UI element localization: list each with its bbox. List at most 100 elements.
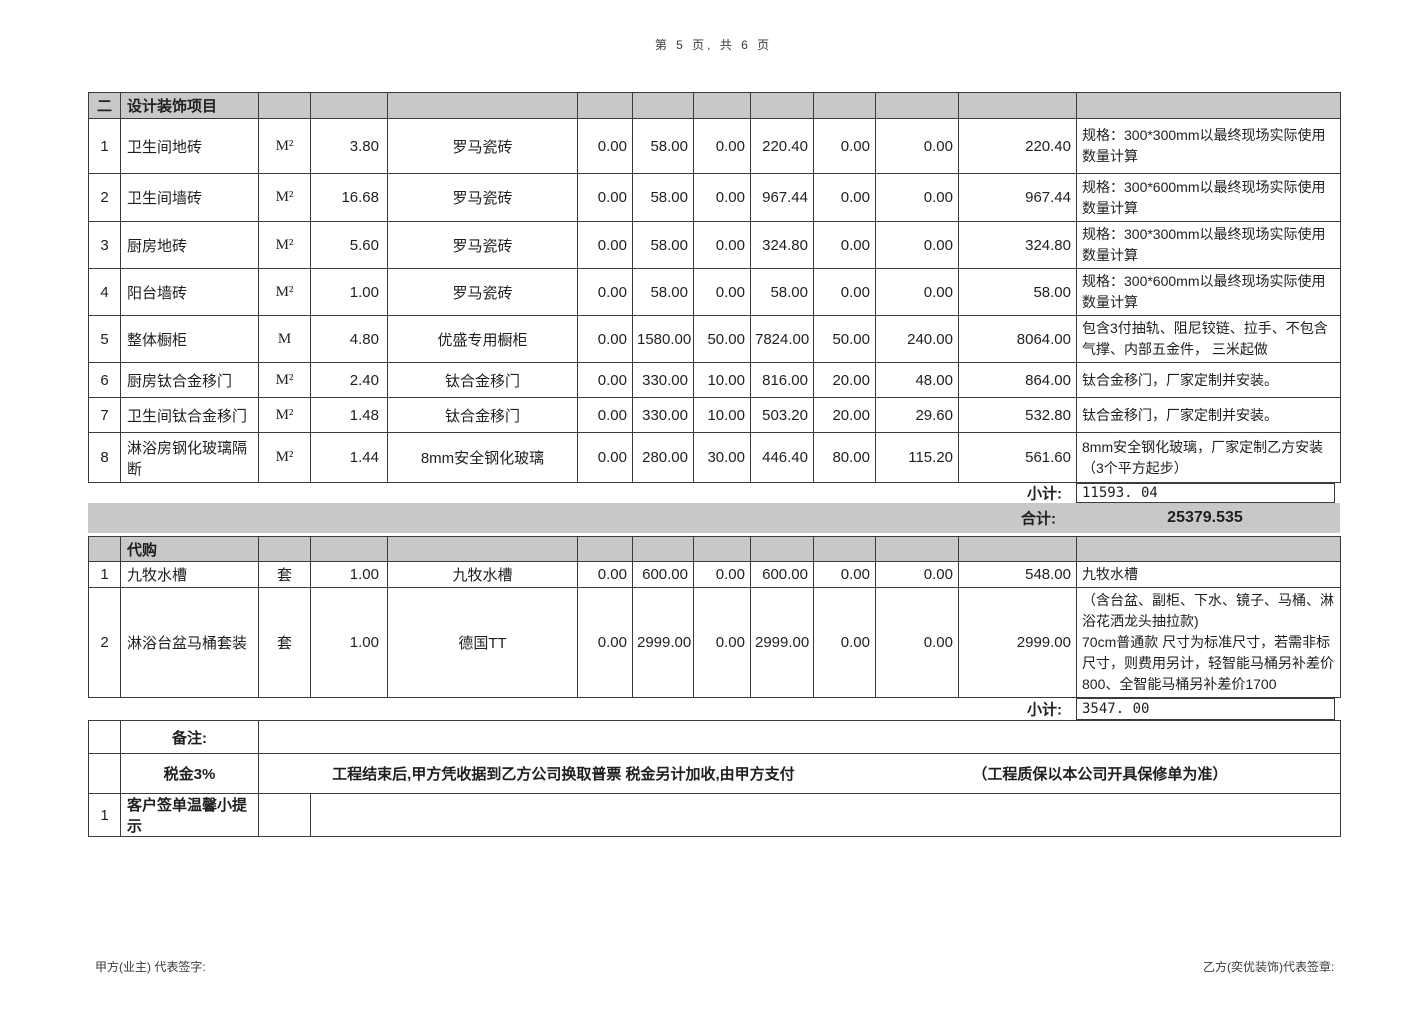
unit-cell: M² — [258, 362, 311, 398]
table-cell — [1076, 536, 1341, 562]
remark-cell: 包含3付抽轨、阻尼铰链、拉手、不包含气撑、内部五金件， 三米起做 — [1076, 315, 1341, 363]
table-cell — [693, 536, 751, 562]
brand-cell: 罗马瓷砖 — [387, 118, 578, 174]
item-name-cell: 阳台墙砖 — [120, 268, 259, 316]
price-cell: 0.00 — [813, 268, 876, 316]
tax-label-cell: 税金3% — [120, 753, 259, 794]
section1-header-row: 二 设计装饰项目 — [88, 92, 1341, 119]
price-cell: 967.44 — [750, 173, 814, 222]
price-cell: 20.00 — [813, 362, 876, 398]
tax-text-main: 工程结束后,甲方凭收据到乙方公司换取普票 税金另计加收,由甲方支付 — [332, 766, 795, 783]
remark-cell: （含台盆、副柜、下水、镜子、马桶、淋浴花洒龙头抽拉款) 70cm普通款 尺寸为标… — [1076, 587, 1341, 698]
price-cell: 220.40 — [750, 118, 814, 174]
price-cell: 0.00 — [875, 118, 959, 174]
unit-cell: 套 — [258, 561, 311, 588]
amount-cell: 58.00 — [958, 268, 1077, 316]
item-name-cell: 淋浴房钢化玻璃隔断 — [120, 432, 259, 483]
unit-cell: M² — [258, 173, 311, 222]
price-cell: 240.00 — [875, 315, 959, 363]
price-cell: 0.00 — [577, 268, 633, 316]
row-no-cell: 1 — [88, 118, 121, 174]
table-cell — [387, 92, 578, 119]
price-cell: 0.00 — [875, 561, 959, 588]
price-cell: 0.00 — [693, 173, 751, 222]
tax-row: 税金3% 工程结束后,甲方凭收据到乙方公司换取普票 税金另计加收,由甲方支付 （… — [88, 753, 1341, 794]
price-cell: 0.00 — [577, 221, 633, 269]
price-cell: 816.00 — [750, 362, 814, 398]
unit-cell: 套 — [258, 587, 311, 698]
row-no-cell: 2 — [88, 173, 121, 222]
table-cell — [310, 92, 388, 119]
notes-table: 备注: 税金3% 工程结束后,甲方凭收据到乙方公司换取普票 税金另计加收,由甲方… — [88, 720, 1341, 837]
quotation-table: 二 设计装饰项目 1 卫生间地砖 M² 3.80 罗马瓷砖 0.00 58.00… — [88, 92, 1341, 837]
table-cell — [875, 92, 959, 119]
price-cell: 2999.00 — [750, 587, 814, 698]
brand-cell: 德国TT — [387, 587, 578, 698]
table-cell — [88, 536, 121, 562]
price-cell: 58.00 — [632, 118, 694, 174]
subtotal-value-box: 11593. 04 — [1076, 483, 1335, 503]
table-cell — [632, 92, 694, 119]
brand-cell: 8mm安全钢化玻璃 — [387, 432, 578, 483]
row-no-cell: 7 — [88, 397, 121, 433]
item-name-cell: 卫生间钛合金移门 — [120, 397, 259, 433]
qty-cell: 16.68 — [310, 173, 388, 222]
qty-cell: 1.44 — [310, 432, 388, 483]
price-cell: 58.00 — [632, 173, 694, 222]
party-b-signature-label: 乙方(奕优装饰)代表签章: — [1203, 960, 1335, 974]
brand-cell: 罗马瓷砖 — [387, 173, 578, 222]
price-cell: 0.00 — [577, 432, 633, 483]
price-cell: 0.00 — [693, 118, 751, 174]
qty-cell: 1.00 — [310, 587, 388, 698]
price-cell: 58.00 — [632, 221, 694, 269]
page-number-header: 第 5 页, 共 6 页 — [654, 38, 773, 52]
unit-cell: M² — [258, 221, 311, 269]
table-cell — [258, 793, 311, 837]
amount-cell: 548.00 — [958, 561, 1077, 588]
table-cell — [310, 793, 1341, 837]
table-cell — [813, 536, 876, 562]
price-cell: 600.00 — [632, 561, 694, 588]
table-row: 1 九牧水槽 套 1.00 九牧水槽 0.00 600.00 0.00 600.… — [88, 561, 1341, 588]
price-cell: 503.20 — [750, 397, 814, 433]
remark-cell: 8mm安全钢化玻璃，厂家定制乙方安装（3个平方起步） — [1076, 432, 1341, 483]
tips-row: 1 客户签单温馨小提示 — [88, 793, 1341, 837]
price-cell: 0.00 — [875, 221, 959, 269]
price-cell: 58.00 — [750, 268, 814, 316]
table-cell — [750, 536, 814, 562]
brand-cell: 罗马瓷砖 — [387, 268, 578, 316]
tips-label-cell: 客户签单温馨小提示 — [120, 793, 259, 837]
price-cell: 0.00 — [875, 268, 959, 316]
qty-cell: 1.48 — [310, 397, 388, 433]
qty-cell: 5.60 — [310, 221, 388, 269]
price-cell: 29.60 — [875, 397, 959, 433]
qty-cell: 1.00 — [310, 268, 388, 316]
row-no-cell: 3 — [88, 221, 121, 269]
price-cell: 446.40 — [750, 432, 814, 483]
item-name-cell: 整体橱柜 — [120, 315, 259, 363]
table-cell — [693, 92, 751, 119]
price-cell: 58.00 — [632, 268, 694, 316]
table-cell — [88, 720, 121, 754]
qty-cell: 3.80 — [310, 118, 388, 174]
price-cell: 0.00 — [577, 587, 633, 698]
grand-total-value: 25379.535 — [1167, 509, 1243, 526]
item-name-cell: 厨房钛合金移门 — [120, 362, 259, 398]
table-cell — [310, 536, 388, 562]
price-cell: 330.00 — [632, 397, 694, 433]
price-cell: 330.00 — [632, 362, 694, 398]
table-cell — [387, 536, 578, 562]
price-cell: 0.00 — [813, 587, 876, 698]
price-cell: 30.00 — [693, 432, 751, 483]
unit-cell: M² — [258, 118, 311, 174]
table-cell — [258, 92, 311, 119]
price-cell: 0.00 — [875, 173, 959, 222]
unit-cell: M² — [258, 397, 311, 433]
table-row: 3 厨房地砖 M² 5.60 罗马瓷砖 0.00 58.00 0.00 324.… — [88, 221, 1341, 269]
item-name-cell: 卫生间地砖 — [120, 118, 259, 174]
remark-cell: 钛合金移门，厂家定制并安装。 — [1076, 362, 1341, 398]
party-a-signature-label: 甲方(业主) 代表签字: — [95, 960, 206, 974]
remark-row: 备注: — [88, 720, 1341, 754]
amount-cell: 561.60 — [958, 432, 1077, 483]
amount-cell: 324.80 — [958, 221, 1077, 269]
